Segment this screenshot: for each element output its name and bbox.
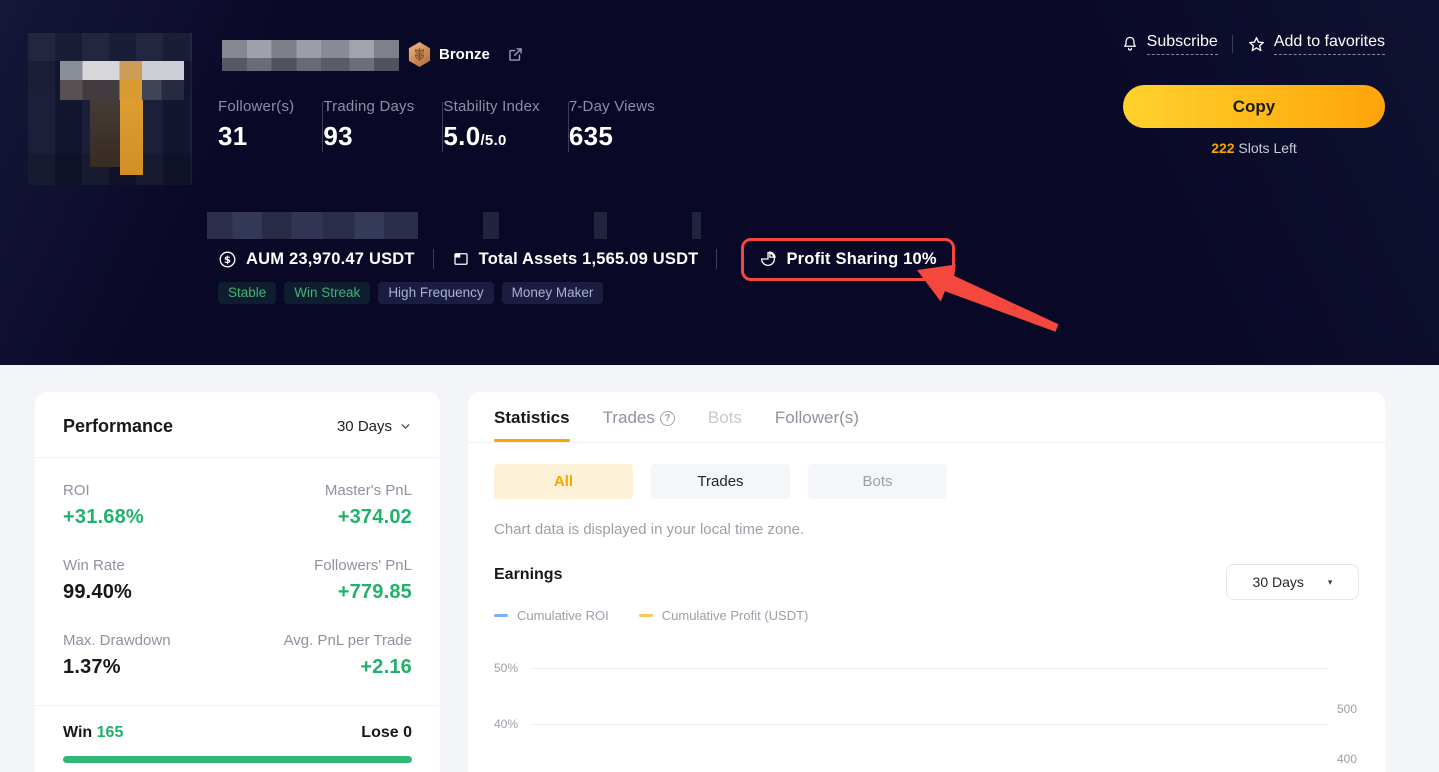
avatar — [28, 33, 192, 185]
trader-tags: Stable Win Streak High Frequency Money M… — [218, 282, 604, 304]
stat-trading-days: Trading Days 93 — [323, 98, 415, 151]
pie-chart-icon — [759, 250, 777, 268]
badge-label: Bronze — [439, 46, 490, 63]
tab-statistics[interactable]: Statistics — [494, 408, 570, 442]
legend-dash-icon — [494, 614, 508, 617]
slots-left: 222 Slots Left — [1211, 140, 1297, 156]
chart-legend: Cumulative ROI Cumulative Profit (USDT) — [494, 608, 808, 623]
help-icon[interactable]: ? — [659, 410, 675, 426]
gridline — [532, 667, 1329, 669]
profile-banner: Bronze Follower(s) 31 Trading Days 93 St… — [0, 0, 1439, 365]
subscribe-button[interactable]: Subscribe — [1121, 33, 1218, 55]
blurred-description-line-2 — [207, 212, 418, 239]
blurred-description-fragment — [692, 212, 701, 239]
filter-bar: All Trades Bots — [494, 464, 1359, 499]
profit-sharing-annotated: Profit Sharing 10% — [741, 237, 955, 281]
performance-metrics: ROI +31.68% Master's PnL +374.02 Win Rat… — [63, 482, 412, 679]
metric-win-rate: Win Rate 99.40% — [63, 557, 133, 603]
banner-decoration — [739, 0, 1439, 365]
external-link-icon[interactable] — [506, 45, 525, 64]
legend-dash-icon — [638, 614, 653, 617]
star-icon — [1247, 35, 1266, 54]
statistics-card: Statistics Trades? Bots Follower(s) All … — [468, 392, 1385, 772]
tag: Money Maker — [501, 282, 604, 304]
filter-bots-button[interactable]: Bots — [808, 464, 947, 499]
divider — [35, 457, 440, 458]
stat-7day-views: 7-Day Views 635 — [568, 98, 655, 151]
svg-text:$: $ — [224, 254, 231, 265]
tag: Win Streak — [284, 282, 371, 304]
metric-masters-pnl: Master's PnL +374.02 — [324, 482, 412, 528]
tab-trades[interactable]: Trades? — [603, 408, 675, 442]
total-assets-value: Total Assets 1,565.09 USDT — [452, 250, 699, 269]
chart-range-dropdown[interactable]: 30 Days ▾ — [1226, 564, 1359, 600]
aum-value: $ AUM 23,970.47 USDT — [218, 250, 415, 269]
left-axis-tick: 50% — [494, 661, 519, 675]
metric-followers-pnl: Followers' PnL +779.85 — [314, 557, 412, 603]
win-lose-row: Win 165 Lose 0 — [63, 724, 412, 741]
legend-cumulative-profit: Cumulative Profit (USDT) — [638, 608, 808, 623]
tab-bar: Statistics Trades? Bots Follower(s) — [468, 408, 1385, 443]
annotation-arrow — [917, 264, 1059, 332]
dollar-circle-icon: $ — [218, 250, 237, 269]
content-area: Performance 30 Days ROI +31.68% Master's… — [0, 365, 1439, 772]
tag: High Frequency — [378, 282, 494, 304]
performance-title: Performance — [63, 416, 174, 436]
blurred-username — [222, 40, 399, 71]
stat-followers: Follower(s) 31 — [218, 98, 295, 151]
performance-card: Performance 30 Days ROI +31.68% Master's… — [35, 392, 440, 772]
timezone-note: Chart data is displayed in your local ti… — [494, 521, 805, 538]
blurred-description-line-1 — [207, 184, 1118, 211]
earnings-chart: 50% 40% 500 400 — [494, 647, 1359, 772]
win-lose-bar — [63, 756, 412, 763]
divider — [35, 705, 440, 706]
bronze-badge-icon — [408, 42, 431, 67]
header-stats: Follower(s) 31 Trading Days 93 Stability… — [218, 98, 683, 152]
earnings-title: Earnings — [494, 566, 563, 583]
chevron-down-icon — [401, 424, 410, 430]
left-axis-tick: 40% — [494, 717, 519, 731]
legend-cumulative-roi: Cumulative ROI — [494, 608, 609, 623]
caret-down-icon: ▾ — [1327, 576, 1333, 587]
bell-icon — [1121, 35, 1139, 53]
filter-trades-button[interactable]: Trades — [651, 464, 790, 499]
blurred-description-fragment — [483, 212, 499, 239]
tab-followers[interactable]: Follower(s) — [774, 408, 859, 427]
tab-bots[interactable]: Bots — [707, 408, 742, 427]
filter-all-button[interactable]: All — [494, 464, 633, 499]
add-to-favorites-button[interactable]: Add to favorites — [1247, 33, 1385, 55]
tag: Stable — [218, 282, 277, 304]
wallet-icon — [452, 250, 470, 268]
metric-roi: ROI +31.68% — [63, 482, 144, 528]
stat-stability-index: Stability Index 5.0/5.0 — [443, 98, 540, 151]
copy-button[interactable]: Copy — [1123, 85, 1385, 128]
metric-max-drawdown: Max. Drawdown 1.37% — [63, 632, 171, 678]
performance-range-dropdown[interactable]: 30 Days — [337, 418, 412, 435]
metric-avg-pnl-per-trade: Avg. PnL per Trade +2.16 — [283, 632, 412, 678]
gridline — [532, 723, 1329, 725]
right-axis-tick: 400 — [1336, 752, 1357, 766]
account-meta: $ AUM 23,970.47 USDT Total Assets 1,565.… — [218, 234, 955, 284]
right-axis-tick: 500 — [1336, 702, 1357, 716]
blurred-description-fragment — [594, 212, 607, 239]
